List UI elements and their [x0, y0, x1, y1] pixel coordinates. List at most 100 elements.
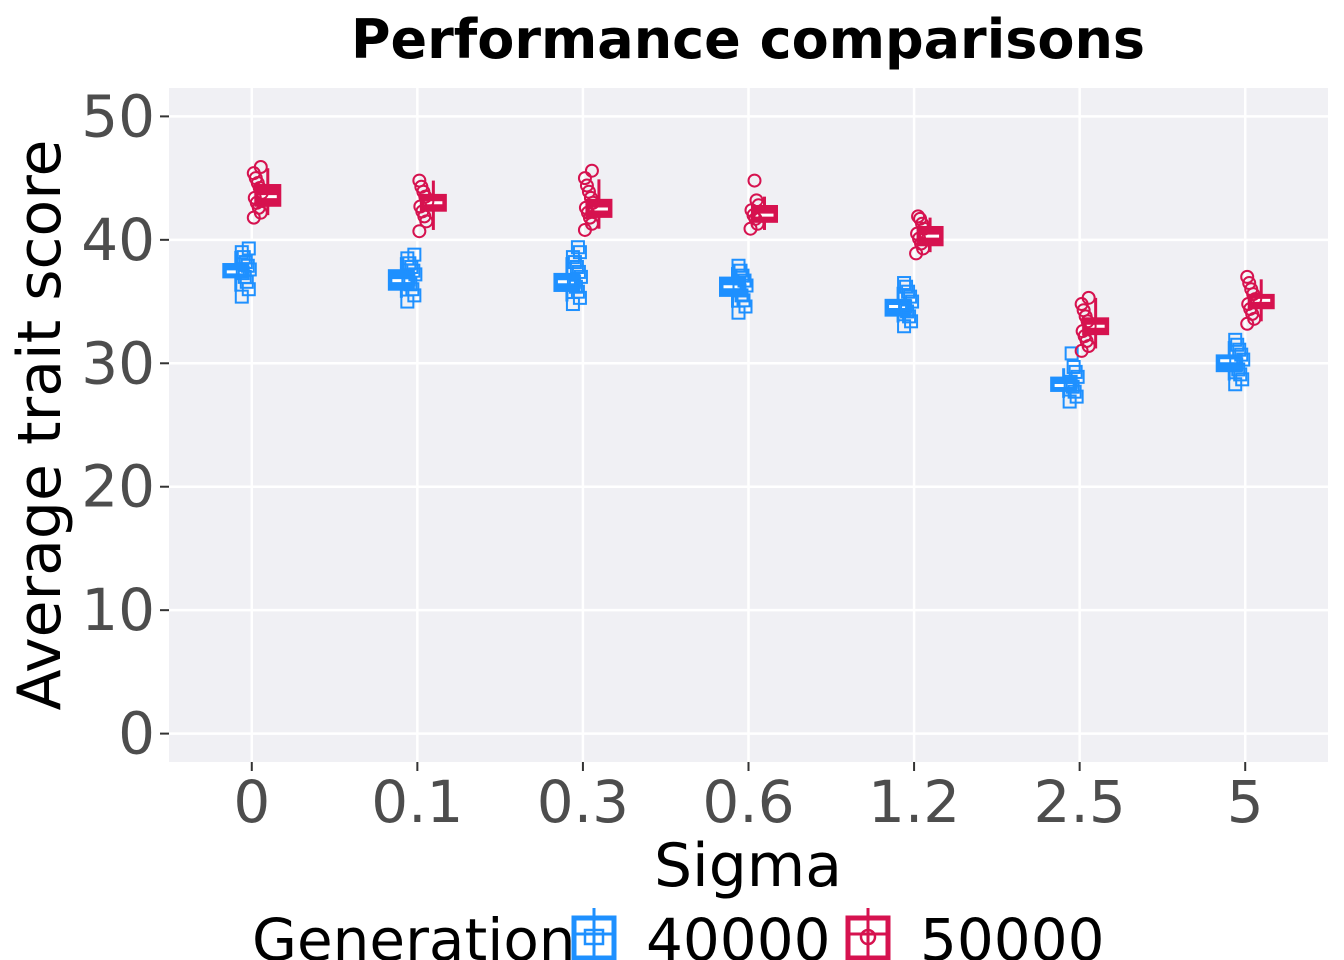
y-tick-label: 50	[81, 82, 155, 150]
point-40000	[572, 245, 587, 260]
point-40000	[1070, 369, 1085, 384]
y-tick-label: 0	[118, 700, 155, 768]
box-50000-0	[246, 160, 282, 225]
y-tick-label: 30	[81, 329, 155, 397]
point-40000	[1067, 384, 1082, 399]
point-50000	[412, 224, 427, 239]
box-40000-0	[222, 241, 257, 304]
point-50000	[1242, 276, 1257, 291]
point-50000	[583, 190, 598, 205]
x-axis-ticks: 0 0.1 0.3 0.6 1.2 2.5 5	[233, 762, 1264, 836]
point-50000	[584, 163, 599, 178]
point-50000	[1078, 309, 1093, 324]
point-40000	[897, 276, 912, 291]
point-40000	[1236, 352, 1251, 367]
point-40000	[735, 268, 750, 283]
point-40000	[1068, 364, 1083, 379]
box-40000-1.2	[884, 276, 920, 334]
point-50000	[1244, 282, 1259, 297]
x-tick-label: 0	[233, 768, 270, 836]
x-tick-label: 2.5	[1034, 768, 1126, 836]
y-axis-ticks: 0 10 20 30 40 50	[81, 82, 169, 768]
y-tick-label: 40	[81, 206, 155, 274]
x-axis-title: Sigma	[654, 831, 842, 901]
x-tick-label: 5	[1227, 768, 1264, 836]
point-50000	[581, 184, 596, 199]
point-50000	[747, 173, 762, 188]
point-40000	[901, 284, 916, 299]
point-50000	[414, 179, 429, 194]
boxplots	[222, 160, 1275, 409]
point-40000	[570, 240, 585, 255]
y-tick-label: 10	[81, 576, 155, 644]
legend-key-point	[859, 928, 877, 946]
point-40000	[1233, 367, 1248, 382]
point-40000	[571, 264, 586, 279]
point-40000	[407, 247, 422, 262]
legend-key-40000	[571, 908, 617, 960]
legend-key-point	[583, 928, 605, 946]
point-40000	[405, 282, 420, 297]
box-50000-5	[1240, 269, 1275, 331]
point-50000	[412, 173, 427, 188]
point-40000	[1064, 346, 1079, 361]
box-50000-0.1	[412, 173, 447, 239]
point-50000	[911, 209, 926, 224]
point-40000	[241, 241, 256, 256]
point-50000	[577, 171, 592, 186]
point-40000	[731, 258, 746, 273]
box-50000-2.5	[1074, 290, 1110, 358]
legend-label-50000: 50000	[920, 906, 1105, 960]
box-50000-0.6	[743, 173, 778, 236]
y-axis-title: Average trait score	[5, 140, 75, 711]
point-40000	[238, 255, 253, 270]
legend: Generation 40000 50000	[252, 906, 1105, 960]
box-40000-0.1	[387, 247, 423, 309]
point-40000	[573, 269, 588, 284]
legend-key-50000	[845, 908, 891, 960]
point-50000	[253, 160, 268, 175]
box-50000-1.2	[909, 209, 944, 261]
point-40000	[739, 278, 754, 293]
point-50000	[1240, 269, 1255, 284]
legend-title: Generation	[252, 906, 576, 960]
point-40000	[733, 263, 748, 278]
point-40000	[903, 289, 918, 304]
point-40000	[240, 258, 255, 273]
point-50000	[579, 178, 594, 193]
point-40000	[1230, 337, 1245, 352]
x-tick-label: 0.6	[702, 768, 794, 836]
box-50000-0.3	[577, 163, 613, 237]
legend-label-40000: 40000	[646, 906, 831, 960]
point-40000	[736, 293, 751, 308]
legend-key-box	[571, 915, 617, 960]
box-40000-0.6	[719, 258, 754, 320]
point-40000	[1235, 372, 1250, 387]
box-40000-5	[1215, 332, 1251, 392]
point-40000	[904, 314, 919, 329]
point-40000	[902, 309, 917, 324]
point-50000	[913, 211, 928, 226]
point-40000	[1066, 359, 1081, 374]
point-40000	[1228, 332, 1243, 347]
box-40000-2.5	[1050, 346, 1085, 409]
legend-key-box	[845, 915, 891, 960]
point-50000	[1076, 303, 1091, 318]
x-tick-label: 1.2	[868, 768, 960, 836]
point-40000	[737, 273, 752, 288]
chart-title: Performance comparisons	[351, 8, 1145, 71]
point-40000	[569, 259, 584, 274]
point-40000	[1234, 347, 1249, 362]
x-tick-label: 0.1	[371, 768, 463, 836]
point-40000	[905, 294, 920, 309]
point-40000	[1232, 342, 1247, 357]
x-tick-label: 0.3	[537, 768, 629, 836]
y-tick-label: 20	[81, 453, 155, 521]
point-40000	[1069, 389, 1084, 404]
point-40000	[570, 284, 585, 299]
point-40000	[899, 279, 914, 294]
point-50000	[1081, 290, 1096, 305]
box-40000-0.3	[553, 240, 588, 312]
point-50000	[749, 193, 764, 208]
